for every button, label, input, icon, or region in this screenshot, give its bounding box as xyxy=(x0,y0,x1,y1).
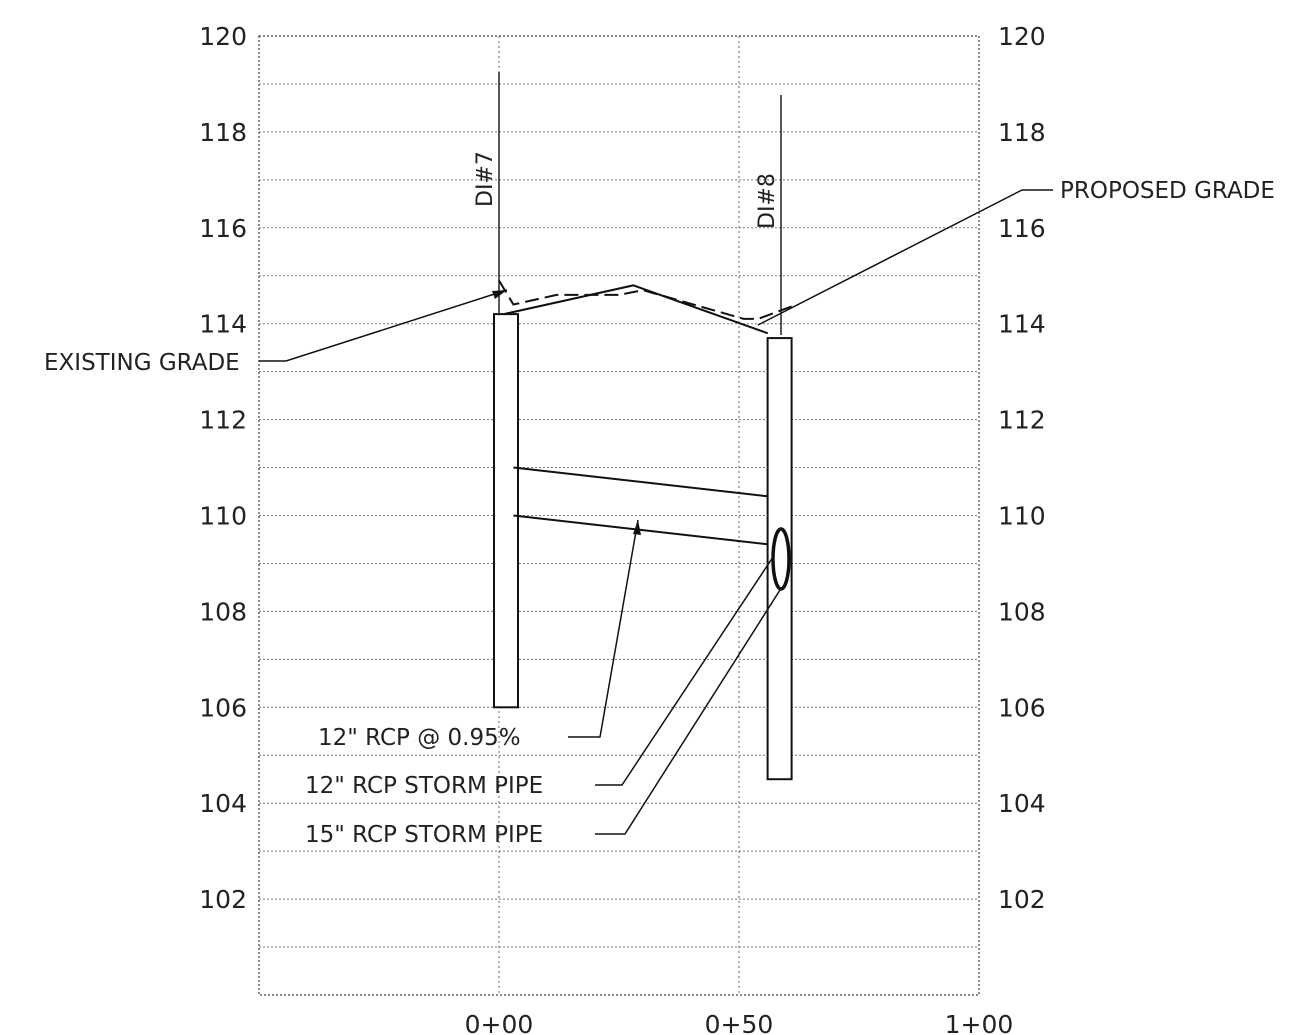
y-tick-label-left: 112 xyxy=(199,406,247,435)
y-tick-label-left: 110 xyxy=(199,502,247,531)
grid xyxy=(259,36,979,995)
storm-pipe-12-label: 12" RCP STORM PIPE xyxy=(305,773,543,799)
di8-label: DI#8 xyxy=(755,173,780,229)
profile-line xyxy=(513,466,768,498)
existing-grade-label: EXISTING GRADE xyxy=(44,350,240,376)
y-tick-label-right: 104 xyxy=(998,789,1046,818)
drop-inlet-structure xyxy=(493,313,519,709)
left-elevation-axis: 120 118 116 114 112 110 108 106 104 102 xyxy=(199,22,247,914)
x-tick-label: 0+00 xyxy=(465,1010,534,1035)
di7-label: DI#7 xyxy=(473,151,498,207)
existing-grade-leader xyxy=(259,289,508,362)
profile-line xyxy=(503,284,769,335)
y-tick-label-right: 106 xyxy=(998,693,1046,722)
profile-line xyxy=(513,514,768,546)
pipe-slope-label: 12" RCP @ 0.95% xyxy=(318,725,521,751)
profile-line xyxy=(498,280,797,320)
y-tick-label-left: 118 xyxy=(199,118,247,147)
existing-grade-arrowhead xyxy=(492,290,507,299)
y-tick-label-left: 102 xyxy=(199,885,247,914)
proposed-grade-leader xyxy=(757,189,1053,326)
profile-lines xyxy=(498,280,797,546)
x-tick-label: 0+50 xyxy=(705,1010,774,1035)
y-tick-label-left: 108 xyxy=(199,597,247,626)
y-tick-label-right: 108 xyxy=(998,597,1046,626)
x-tick-label: 1+00 xyxy=(945,1010,1014,1035)
structures xyxy=(493,313,793,781)
plot-frame xyxy=(258,35,980,996)
y-tick-label-left: 116 xyxy=(199,214,247,243)
storm-pipe-15-label: 15" RCP STORM PIPE xyxy=(305,822,543,848)
y-tick-label-left: 106 xyxy=(199,693,247,722)
pipe-slope-arrowhead xyxy=(633,520,641,535)
y-tick-label-right: 118 xyxy=(998,118,1046,147)
y-tick-label-right: 112 xyxy=(998,406,1046,435)
proposed-grade-label: PROPOSED GRADE xyxy=(1060,178,1275,204)
y-tick-label-left: 104 xyxy=(199,789,247,818)
y-tick-label-right: 110 xyxy=(998,502,1046,531)
outlet-pipe-ellipse xyxy=(771,527,791,591)
y-tick-label-left: 120 xyxy=(199,22,247,51)
y-tick-label-right: 116 xyxy=(998,214,1046,243)
storm-pipe-15-leader xyxy=(595,589,781,835)
y-tick-label-right: 102 xyxy=(998,885,1046,914)
storm-pipe-12-leader xyxy=(595,556,774,786)
station-axis: 0+00 0+50 1+00 xyxy=(465,1010,1014,1035)
y-tick-label-right: 120 xyxy=(998,22,1046,51)
y-tick-label-right: 114 xyxy=(998,310,1046,339)
pipe-slope-leader xyxy=(568,519,639,738)
right-elevation-axis: 120 118 116 114 112 110 108 106 104 102 xyxy=(998,22,1046,914)
y-tick-label-left: 114 xyxy=(199,310,247,339)
